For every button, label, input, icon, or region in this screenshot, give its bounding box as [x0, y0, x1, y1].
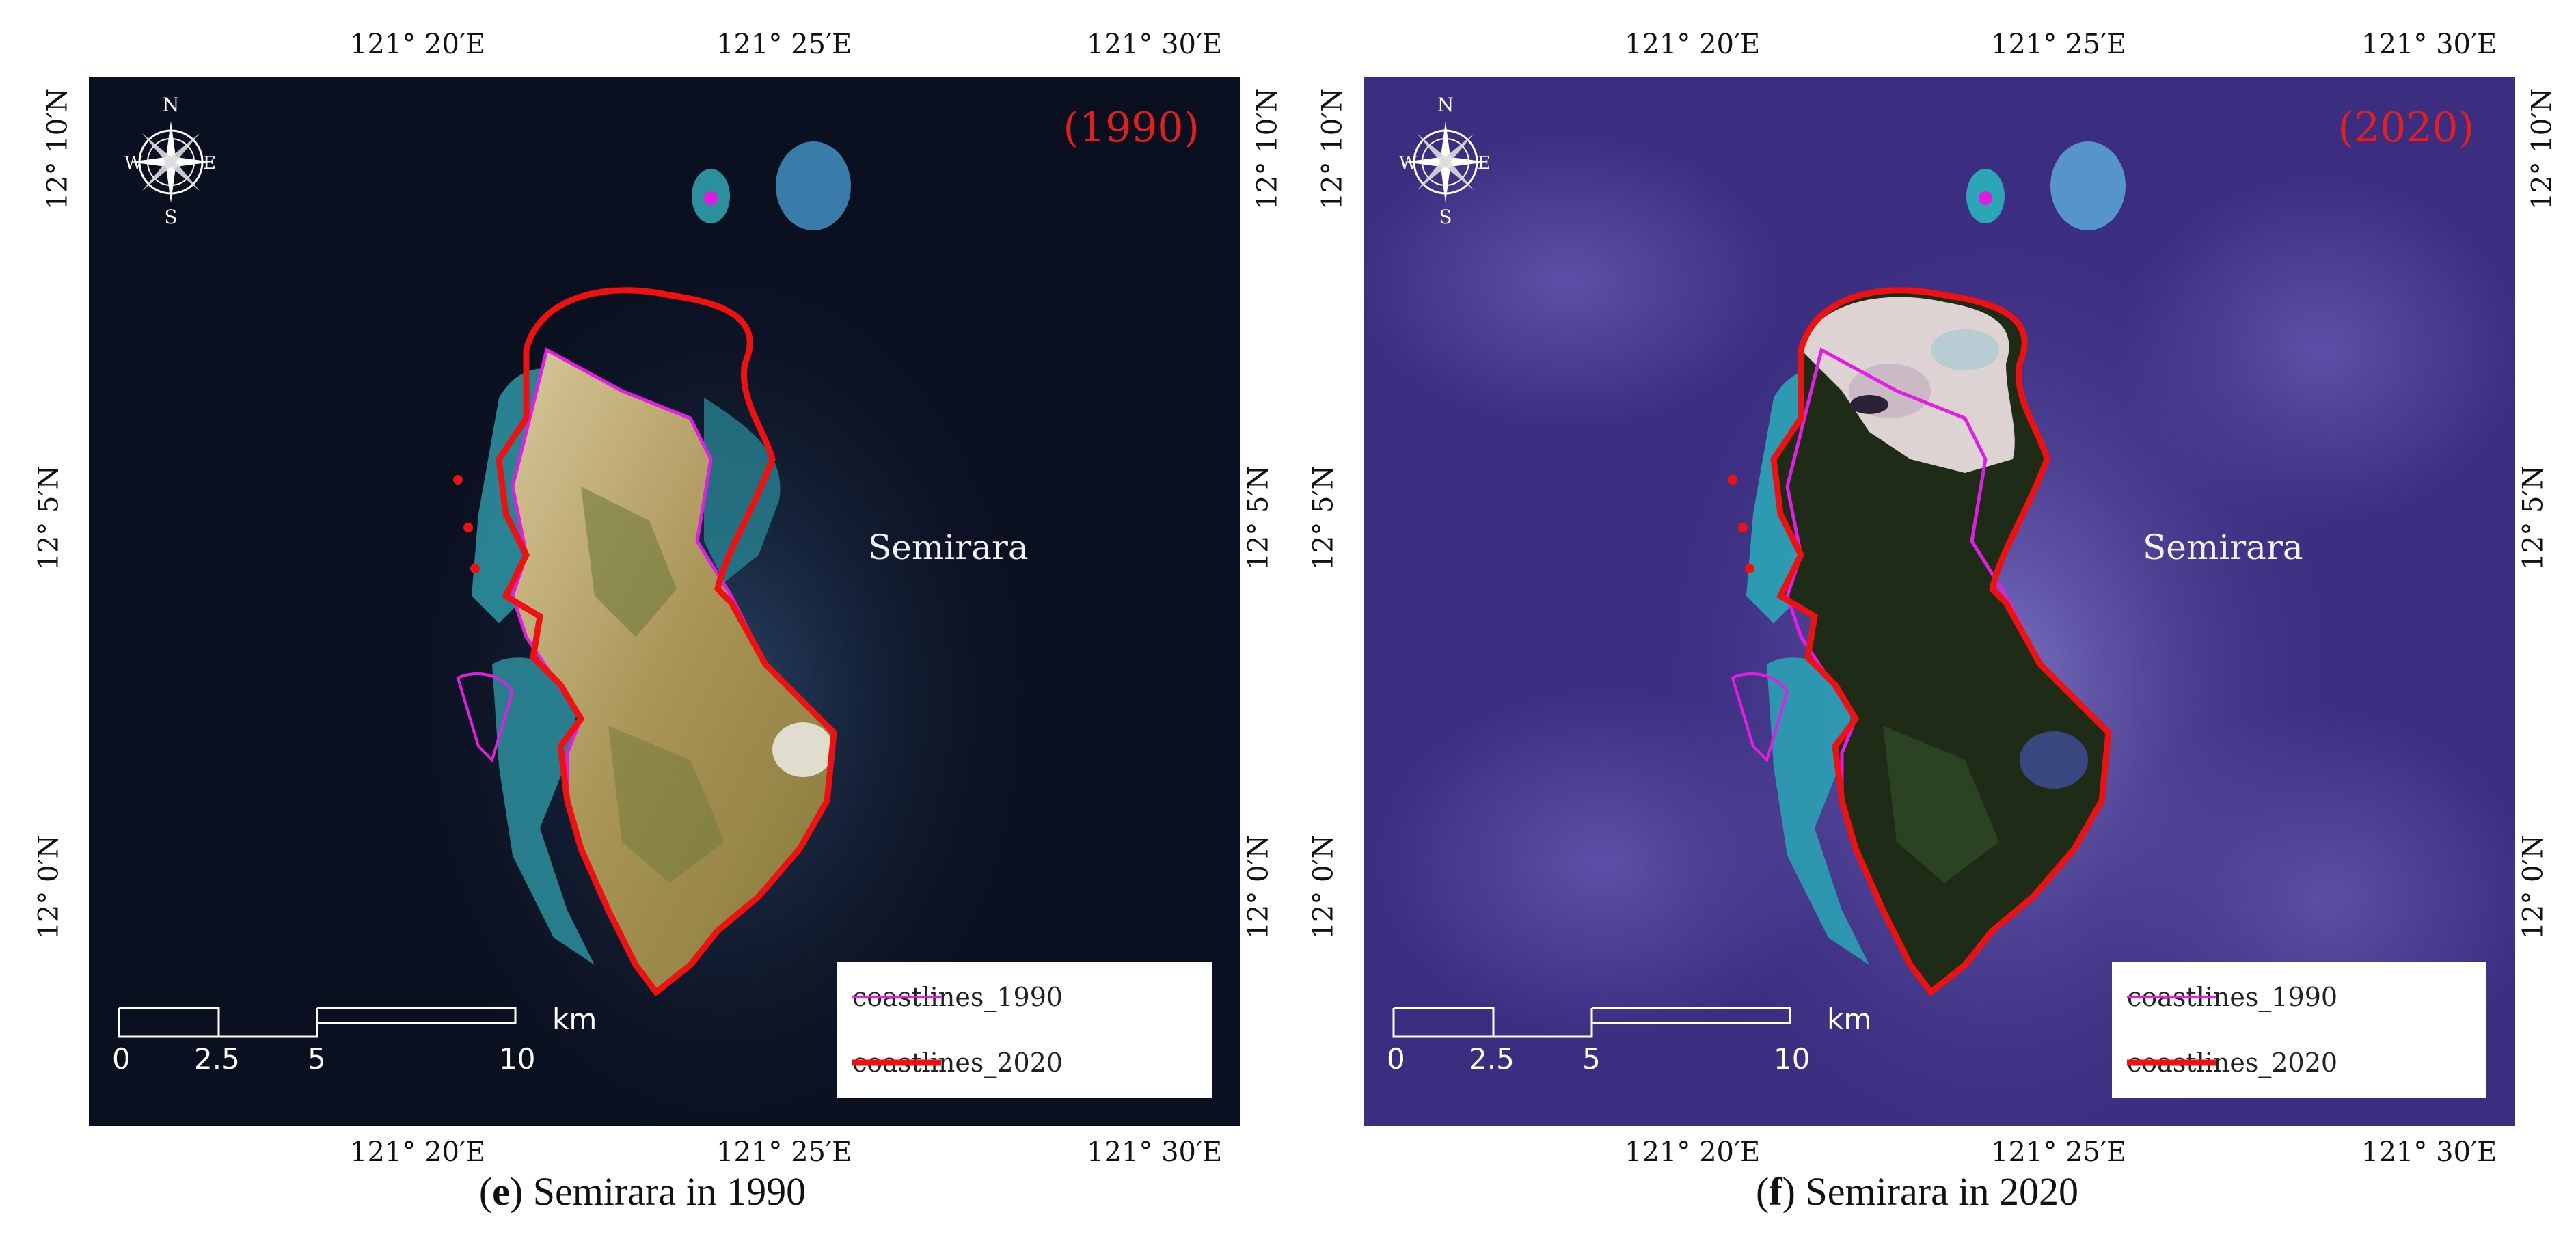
scale-unit: km	[552, 1003, 597, 1036]
legend-item-2020: coastlines_2020	[2127, 1042, 2337, 1083]
coastline-2020-dot	[1745, 564, 1754, 573]
bottom-tick-1: 121° 20′E	[350, 1136, 486, 1168]
caption-text: Semirara in 2020	[1795, 1169, 2078, 1214]
vegetation-north	[581, 487, 677, 637]
compass-w: W	[124, 153, 143, 174]
islet-marker	[1979, 191, 1992, 205]
compass-rose: N S E W	[1398, 94, 1493, 227]
right-tick-2: 12° 5′N	[2517, 465, 2549, 571]
lake	[2020, 731, 2088, 789]
islet-marker	[704, 191, 718, 205]
year-label: (2020)	[2337, 104, 2474, 152]
right-tick-3: 12° 0′N	[2517, 834, 2549, 940]
right-tick-2: 12° 5′N	[1243, 465, 1275, 571]
place-label: Semirara	[2143, 528, 2303, 567]
coastline-2020-dot	[463, 523, 473, 532]
bottom-tick-3: 121° 30′E	[2361, 1136, 2497, 1168]
caption-text: Semirara in 1990	[523, 1169, 806, 1214]
coastline-2020	[496, 287, 837, 997]
scale-label-5: 5	[308, 1042, 326, 1076]
scale-label-10: 10	[1774, 1042, 1811, 1076]
legend-item-1990: coastlines_1990	[852, 977, 1063, 1018]
caption-2020: (f) Semirara in 2020	[1756, 1169, 2078, 1214]
top-tick-3: 121° 30′E	[1087, 29, 1223, 60]
coastline-1990-islet	[1731, 672, 1789, 763]
bottom-tick-3: 121° 30′E	[1087, 1136, 1223, 1168]
top-tick-2: 121° 25′E	[1991, 29, 2127, 60]
map-imagery	[89, 77, 1240, 1126]
island-land	[1774, 290, 2109, 993]
compass-e: E	[1478, 153, 1491, 174]
left-tick-1: 12° 10′N	[42, 87, 74, 210]
compass-n: N	[163, 94, 180, 116]
left-tick-2: 12° 5′N	[1307, 465, 1340, 571]
coastline-2020-dot	[1738, 523, 1748, 532]
bottom-tick-2: 121° 25′E	[1991, 1136, 2127, 1168]
scale-bar: 0 2.5 5 10 km	[1387, 996, 1883, 1098]
coastline-2020-dot	[453, 475, 463, 485]
scale-label-5: 5	[1582, 1042, 1601, 1076]
satellite-map-2020[interactable]: N S E W (2020) Semirara 0 2.5 5 10 km co…	[1364, 77, 2515, 1126]
scale-bar: 0 2.5 5 10 km	[112, 996, 608, 1098]
bright-patch	[772, 722, 834, 777]
top-tick-3: 121° 30′E	[2361, 29, 2497, 60]
coastline-2020-dot	[1728, 475, 1737, 485]
compass-n: N	[1437, 94, 1454, 116]
scale-label-0: 0	[1387, 1042, 1405, 1076]
legend-item-1990: coastlines_1990	[2127, 977, 2337, 1018]
islet-shoal	[2050, 141, 2126, 230]
compass-s: S	[1439, 206, 1452, 227]
place-label: Semirara	[868, 528, 1029, 567]
reef-east	[704, 398, 781, 582]
right-tick-3: 12° 0′N	[1243, 834, 1275, 940]
left-tick-3: 12° 0′N	[1307, 834, 1340, 940]
caption-1990: (e) Semirara in 1990	[478, 1169, 806, 1214]
pit-water	[1850, 395, 1888, 414]
scale-label-10: 10	[499, 1042, 536, 1076]
left-tick-2: 12° 5′N	[33, 465, 65, 571]
vegetation-south	[1883, 726, 1999, 883]
top-tick-1: 121° 20′E	[1625, 29, 1761, 60]
left-tick-1: 12° 10′N	[1316, 87, 1348, 210]
scale-label-2-5: 2.5	[1469, 1042, 1515, 1076]
top-tick-1: 121° 20′E	[350, 29, 486, 60]
coastline-2020	[1770, 287, 2112, 997]
satellite-map-1990[interactable]: N S E W (1990) Semirara 0 2.5 5 10 km co…	[89, 77, 1240, 1126]
scale-unit: km	[1827, 1003, 1872, 1036]
left-tick-3: 12° 0′N	[33, 834, 65, 940]
legend-item-2020: coastlines_2020	[852, 1042, 1063, 1083]
coastline-1990-islet	[456, 672, 515, 763]
coastline-2020-dot	[470, 564, 480, 573]
compass-w: W	[1399, 153, 1418, 174]
bottom-tick-1: 121° 20′E	[1625, 1136, 1761, 1168]
islet-shoal	[776, 141, 851, 230]
vegetation-south	[608, 726, 724, 883]
caption-letter: f	[1769, 1169, 1782, 1214]
right-tick-1: 12° 10′N	[2526, 87, 2558, 210]
caption-letter: e	[492, 1169, 510, 1214]
map-panel-1990: 121° 20′E 121° 25′E 121° 30′E 121° 20′E …	[0, 0, 1285, 1254]
scale-label-0: 0	[112, 1042, 131, 1076]
year-label: (1990)	[1063, 104, 1199, 152]
compass-rose: N S E W	[123, 94, 219, 227]
scale-label-2-5: 2.5	[194, 1042, 240, 1076]
bottom-tick-2: 121° 25′E	[716, 1136, 852, 1168]
map-imagery	[1364, 77, 2515, 1126]
top-tick-2: 121° 25′E	[716, 29, 852, 60]
pond	[1931, 329, 1999, 370]
compass-e: E	[203, 153, 216, 174]
compass-s: S	[164, 206, 177, 227]
legend: coastlines_1990 coastlines_2020	[2112, 962, 2486, 1098]
map-panel-2020: 121° 20′E 121° 25′E 121° 30′E 121° 20′E …	[1275, 0, 2560, 1254]
legend: coastlines_1990 coastlines_2020	[837, 962, 1212, 1098]
